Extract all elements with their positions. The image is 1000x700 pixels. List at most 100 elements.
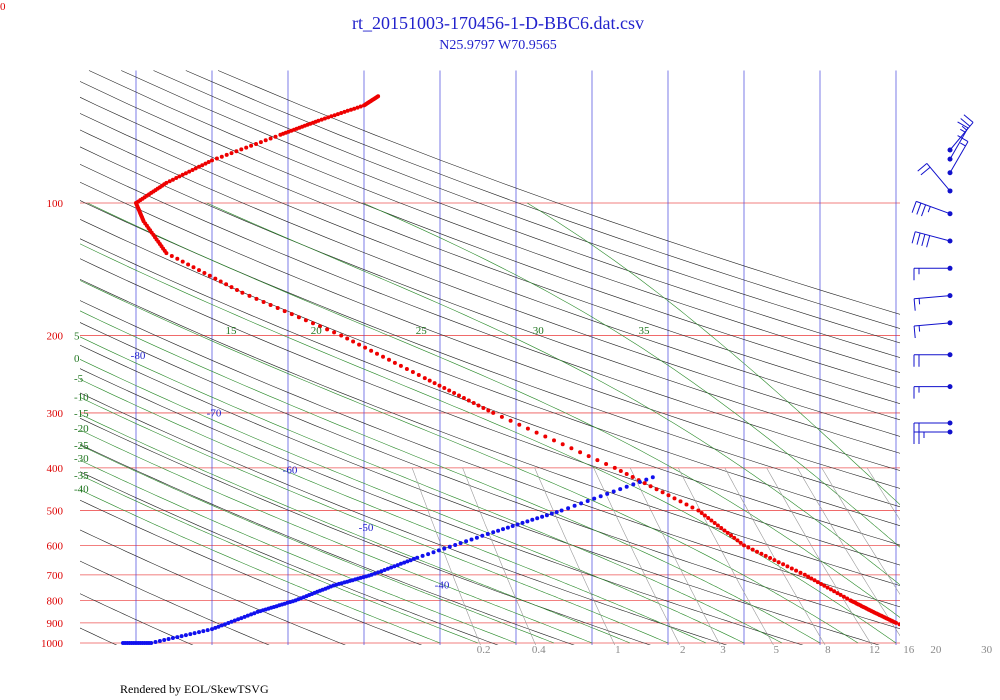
- moist-adiabat-line: [80, 310, 821, 644]
- wind-barb-shaft: [915, 231, 951, 242]
- dewpoint-trace-point: [379, 569, 384, 574]
- isotherm-label: -50: [359, 522, 374, 534]
- pressure-label: 100: [47, 198, 64, 210]
- temperature-trace-point: [642, 481, 647, 486]
- temperature-trace-point: [219, 154, 224, 159]
- moist-top-label: 30: [533, 325, 545, 337]
- temperature-trace-point: [254, 142, 258, 146]
- dewpoint-trace-point: [544, 513, 549, 518]
- moist-left-label: -20: [74, 423, 89, 435]
- dewpoint-trace-point: [458, 541, 463, 546]
- dewpoint-trace-point: [179, 634, 184, 639]
- pressure-label: 400: [47, 463, 64, 475]
- dewpoint-trace-point: [201, 629, 206, 634]
- wind-barb-flag: [957, 135, 969, 143]
- temperature-trace-point: [191, 265, 196, 270]
- temperature-trace-point: [339, 111, 344, 115]
- temperature-trace-point: [213, 276, 218, 281]
- dewpoint-trace-point: [219, 623, 224, 628]
- temperature-trace-point: [235, 288, 239, 292]
- dry-adiabat-line: [80, 344, 880, 645]
- dry-adiabat-line: [80, 322, 900, 630]
- temperature-trace-point: [311, 321, 315, 326]
- temperature-trace-point: [725, 530, 730, 535]
- dewpoint-trace-point: [496, 528, 501, 533]
- temperature-trace-point: [442, 386, 447, 390]
- moist-left-label: -40: [74, 483, 89, 495]
- temperature-trace-point: [838, 592, 843, 597]
- dewpoint-trace-point: [592, 496, 597, 501]
- temperature-trace-point: [273, 134, 278, 139]
- dewpoint-trace-point: [197, 630, 201, 635]
- temperature-trace-point: [755, 549, 759, 554]
- moist-adiabat-line: [80, 444, 555, 644]
- dry-adiabat-line: [80, 181, 900, 489]
- dewpoint-trace-point: [389, 565, 394, 570]
- temperature-trace-point: [848, 598, 853, 603]
- wind-barb: [913, 352, 953, 367]
- temperature-trace-point: [261, 300, 266, 304]
- dewpoint-trace-point: [540, 514, 545, 519]
- dry-adiabat-line: [121, 70, 900, 358]
- dewpoint-trace-point: [464, 539, 469, 544]
- temperature-trace-point: [339, 333, 344, 338]
- temperature-trace-point: [912, 628, 916, 632]
- temperature-trace-point: [282, 309, 287, 314]
- isotherm-label: -60: [283, 465, 298, 477]
- moist-top-label: 35: [638, 325, 650, 337]
- pressure-label: 600: [47, 540, 64, 552]
- dewpoint-trace-point: [501, 527, 505, 532]
- temperature-trace-point: [517, 422, 522, 427]
- temperature-trace-point: [785, 564, 790, 569]
- temperature-trace-point: [832, 589, 837, 594]
- temperature-trace-point: [206, 160, 211, 164]
- dewpoint-trace-point: [411, 556, 416, 561]
- dry-adiabat-line: [80, 219, 900, 527]
- temperature-trace-point: [254, 296, 259, 301]
- wind-barb-flag: [921, 204, 927, 217]
- temperature-trace-point: [224, 282, 229, 287]
- dewpoint-trace-point: [226, 621, 231, 625]
- temperature-trace-point: [358, 104, 363, 109]
- wind-barb-shaft: [926, 163, 951, 192]
- dewpoint-trace-point: [431, 550, 436, 555]
- temperature-trace-point: [240, 290, 245, 295]
- wind-barb-flag: [911, 231, 916, 244]
- dewpoint-trace-point: [121, 641, 125, 645]
- temperature-trace-point: [789, 566, 794, 571]
- temperature-trace-point: [534, 430, 539, 435]
- temperature-trace-point: [437, 383, 442, 388]
- moist-left-label: -15: [74, 408, 89, 420]
- temperature-trace-point: [332, 113, 337, 118]
- dry-adiabat-line: [80, 560, 270, 645]
- temperature-trace-point: [630, 475, 635, 479]
- temperature-trace-point: [352, 106, 357, 111]
- temperature-trace-point: [275, 306, 280, 310]
- temperature-trace-point: [943, 641, 947, 645]
- dewpoint-trace-point: [385, 566, 390, 571]
- wind-barb-half-flag: [918, 298, 921, 305]
- temperature-trace-point: [187, 169, 192, 174]
- moist-adiabat-line: [87, 202, 900, 618]
- temperature-trace-point: [499, 414, 504, 419]
- temperature-trace-point: [167, 179, 172, 184]
- wind-barb-half-flag: [960, 128, 966, 133]
- wind-barb-shaft: [949, 122, 974, 151]
- temperature-trace-point: [332, 330, 337, 335]
- wind-barb: [947, 114, 974, 153]
- wind-barb: [917, 163, 953, 194]
- mixing-ratio-label: 12: [869, 644, 880, 656]
- temperature-trace-point: [180, 259, 185, 264]
- chart-subtitle: N25.9797 W70.9565: [439, 38, 557, 53]
- temperature-trace-point: [569, 446, 574, 451]
- temperature-trace-point: [247, 293, 252, 298]
- temperature-trace-point: [841, 594, 846, 599]
- temperature-trace-point: [819, 582, 824, 586]
- temperature-trace-point: [169, 254, 174, 258]
- temperature-trace-point: [933, 637, 937, 641]
- temperature-trace-point: [666, 493, 671, 498]
- wind-barb: [947, 135, 969, 176]
- background-grid: [80, 70, 900, 645]
- mixing-ratio-label: 16: [903, 644, 915, 656]
- temperature-trace-point: [845, 596, 850, 601]
